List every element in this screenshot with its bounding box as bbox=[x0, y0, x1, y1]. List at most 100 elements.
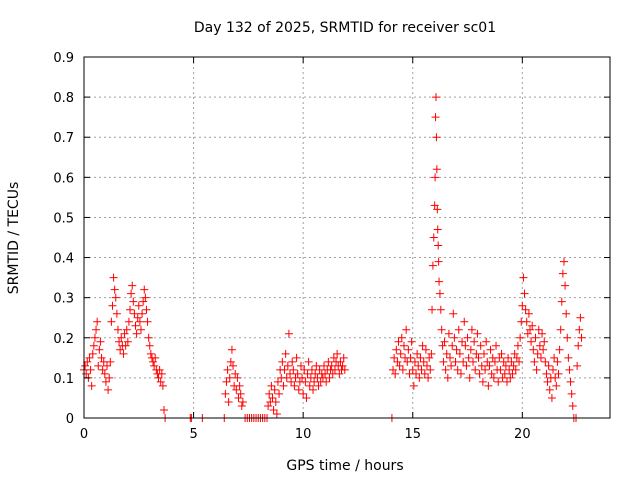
data-point bbox=[461, 341, 470, 350]
data-point bbox=[143, 317, 152, 326]
data-point bbox=[270, 385, 279, 394]
data-point bbox=[394, 337, 403, 346]
data-point bbox=[552, 381, 561, 390]
data-point bbox=[275, 389, 284, 398]
data-point bbox=[336, 357, 345, 366]
grid-lines bbox=[84, 57, 610, 418]
data-point bbox=[470, 337, 479, 346]
data-point bbox=[321, 369, 330, 378]
data-point bbox=[111, 293, 120, 302]
data-point bbox=[550, 353, 559, 362]
data-point bbox=[390, 353, 399, 362]
data-point bbox=[490, 357, 499, 366]
data-point bbox=[284, 329, 293, 338]
data-point bbox=[298, 373, 307, 382]
data-point bbox=[534, 325, 543, 334]
data-point bbox=[283, 361, 292, 370]
data-point bbox=[412, 369, 421, 378]
data-point bbox=[112, 309, 121, 318]
data-point bbox=[437, 325, 446, 334]
data-point bbox=[128, 281, 137, 290]
data-point bbox=[509, 361, 518, 370]
data-point bbox=[234, 393, 243, 402]
data-point bbox=[414, 361, 423, 370]
data-point bbox=[471, 365, 480, 374]
data-point bbox=[460, 317, 469, 326]
data-point bbox=[393, 357, 402, 366]
y-tick-label: 0.4 bbox=[53, 252, 74, 267]
data-point bbox=[499, 357, 508, 366]
data-point bbox=[233, 373, 242, 382]
data-point bbox=[441, 365, 450, 374]
data-point bbox=[422, 361, 431, 370]
data-point bbox=[521, 305, 530, 314]
data-point bbox=[82, 369, 91, 378]
data-point bbox=[86, 365, 95, 374]
data-point bbox=[292, 353, 301, 362]
data-point bbox=[545, 385, 554, 394]
data-point bbox=[467, 325, 476, 334]
data-point bbox=[103, 361, 112, 370]
data-point bbox=[458, 337, 467, 346]
data-point bbox=[562, 309, 571, 318]
data-point bbox=[303, 369, 312, 378]
data-point bbox=[427, 349, 436, 358]
data-point bbox=[515, 357, 524, 366]
data-point bbox=[389, 365, 398, 374]
y-tick-label: 0.2 bbox=[53, 332, 74, 347]
data-point bbox=[299, 389, 308, 398]
data-point bbox=[235, 381, 244, 390]
data-point bbox=[132, 329, 141, 338]
y-tick-label: 0.8 bbox=[53, 91, 74, 106]
data-point bbox=[301, 377, 310, 386]
data-point bbox=[432, 133, 441, 142]
data-point bbox=[568, 401, 577, 410]
data-point bbox=[479, 349, 488, 358]
data-point bbox=[561, 281, 570, 290]
data-point bbox=[420, 369, 429, 378]
data-point bbox=[555, 345, 564, 354]
data-point bbox=[424, 373, 433, 382]
data-point bbox=[139, 297, 148, 306]
data-point bbox=[309, 385, 318, 394]
data-point bbox=[155, 365, 164, 374]
data-point bbox=[325, 373, 334, 382]
data-point bbox=[433, 225, 442, 234]
data-point bbox=[444, 329, 453, 338]
data-point bbox=[539, 345, 548, 354]
data-point bbox=[487, 369, 496, 378]
data-point bbox=[542, 369, 551, 378]
data-point bbox=[496, 365, 505, 374]
data-point bbox=[438, 341, 447, 350]
data-point bbox=[224, 397, 233, 406]
data-point bbox=[101, 377, 110, 386]
data-point bbox=[485, 361, 494, 370]
data-point bbox=[406, 353, 415, 362]
data-point bbox=[340, 365, 349, 374]
data-point bbox=[520, 289, 529, 298]
data-point bbox=[129, 297, 138, 306]
data-point bbox=[547, 393, 556, 402]
data-point bbox=[282, 373, 291, 382]
data-point bbox=[417, 365, 426, 374]
data-point bbox=[90, 333, 99, 342]
data-point bbox=[435, 289, 444, 298]
data-point bbox=[449, 309, 458, 318]
data-point bbox=[268, 393, 277, 402]
data-point bbox=[149, 357, 158, 366]
data-point bbox=[397, 333, 406, 342]
data-point bbox=[419, 357, 428, 366]
data-point bbox=[304, 357, 313, 366]
data-point bbox=[574, 341, 583, 350]
data-point bbox=[399, 341, 408, 350]
data-point bbox=[154, 373, 163, 382]
data-point bbox=[563, 333, 572, 342]
data-point bbox=[565, 365, 574, 374]
data-point bbox=[507, 357, 516, 366]
data-point bbox=[221, 389, 230, 398]
data-point bbox=[108, 301, 117, 310]
data-point bbox=[267, 381, 276, 390]
data-point bbox=[88, 349, 97, 358]
data-point bbox=[443, 373, 452, 382]
